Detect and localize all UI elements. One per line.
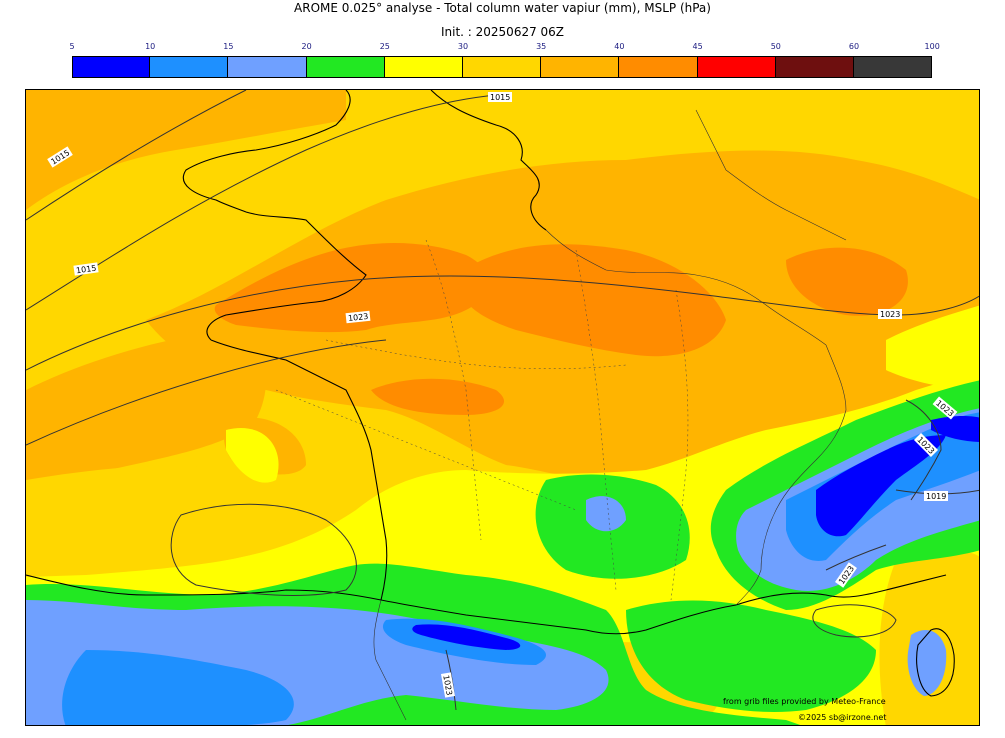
isobar-label: 1023 [880,310,900,319]
isobar-label: 1015 [76,264,97,276]
field-40-45-core-west [214,243,489,333]
isobar-labels: 1015 1015 1015 1023 1023 1023 1023 1019 … [47,92,958,698]
copyright: ©2025 sb@irzone.net [798,713,887,722]
isobar-label: 1023 [348,312,369,323]
colorbar-tick-label: 25 [379,42,390,51]
colorbar-tick-label: 60 [848,42,860,51]
field-35-40-atlantic [26,90,346,210]
field-15-20-massif-spot [586,496,626,532]
field-10-15-pyrenees [62,650,294,725]
field-5-10-pyrenees [412,624,521,650]
colorbar-swatch [697,56,776,78]
field-30-35-biscay [26,465,276,577]
colorbar-tick-label: 10 [145,42,156,51]
field-5-10-alps-peak [931,415,979,442]
water-vapour-map: 1015 1015 1015 1023 1023 1023 1023 1019 … [25,89,980,726]
admin-boundaries [275,239,689,601]
colorbar-swatch [619,56,698,78]
isobar-label: 1019 [926,492,946,501]
field-5-10-alps [816,435,946,537]
colorbar-swatch [228,56,307,78]
colorbar-swatch [463,56,542,78]
init-time: Init. : 20250627 06Z [440,25,565,39]
isobars [26,90,979,711]
colorbar-tick-label: 20 [301,42,312,51]
colorbar-swatch [306,56,385,78]
data-credit: from grib files provided by Meteo-France [723,697,886,706]
colorbar-swatch [775,56,854,78]
colorbar-tick-label: 30 [457,42,469,51]
map-title: AROME 0.025° analyse - Total column wate… [294,1,711,15]
field-20-25-med [626,600,876,712]
colorbar-swatch [384,56,463,78]
field-40-45-core-east [786,247,908,316]
colorbar-swatch [72,56,151,78]
isobar-label: 1015 [490,93,510,102]
colorbar-tick-label: 50 [770,42,781,51]
field-35-40-sw [26,330,266,485]
colorbar-tick-label: 5 [69,42,75,51]
colorbar-tick-label: 40 [614,42,625,51]
colorbar-tick-label: 100 [924,42,940,51]
colorbar-frame [72,56,932,78]
field-40-45-core-south [371,378,505,415]
field-25-30-east-alps [886,305,979,390]
field-25-30-west-lobe [226,428,279,483]
colorbar-tick-label: 35 [536,42,547,51]
colorbar-tick-label: 45 [692,42,703,51]
isobar-label: 1023 [441,674,453,696]
colorbar-swatch [541,56,620,78]
colorbar-tick-label: 15 [223,42,234,51]
country-borders [373,109,847,721]
colorbar-swatch [150,56,229,78]
